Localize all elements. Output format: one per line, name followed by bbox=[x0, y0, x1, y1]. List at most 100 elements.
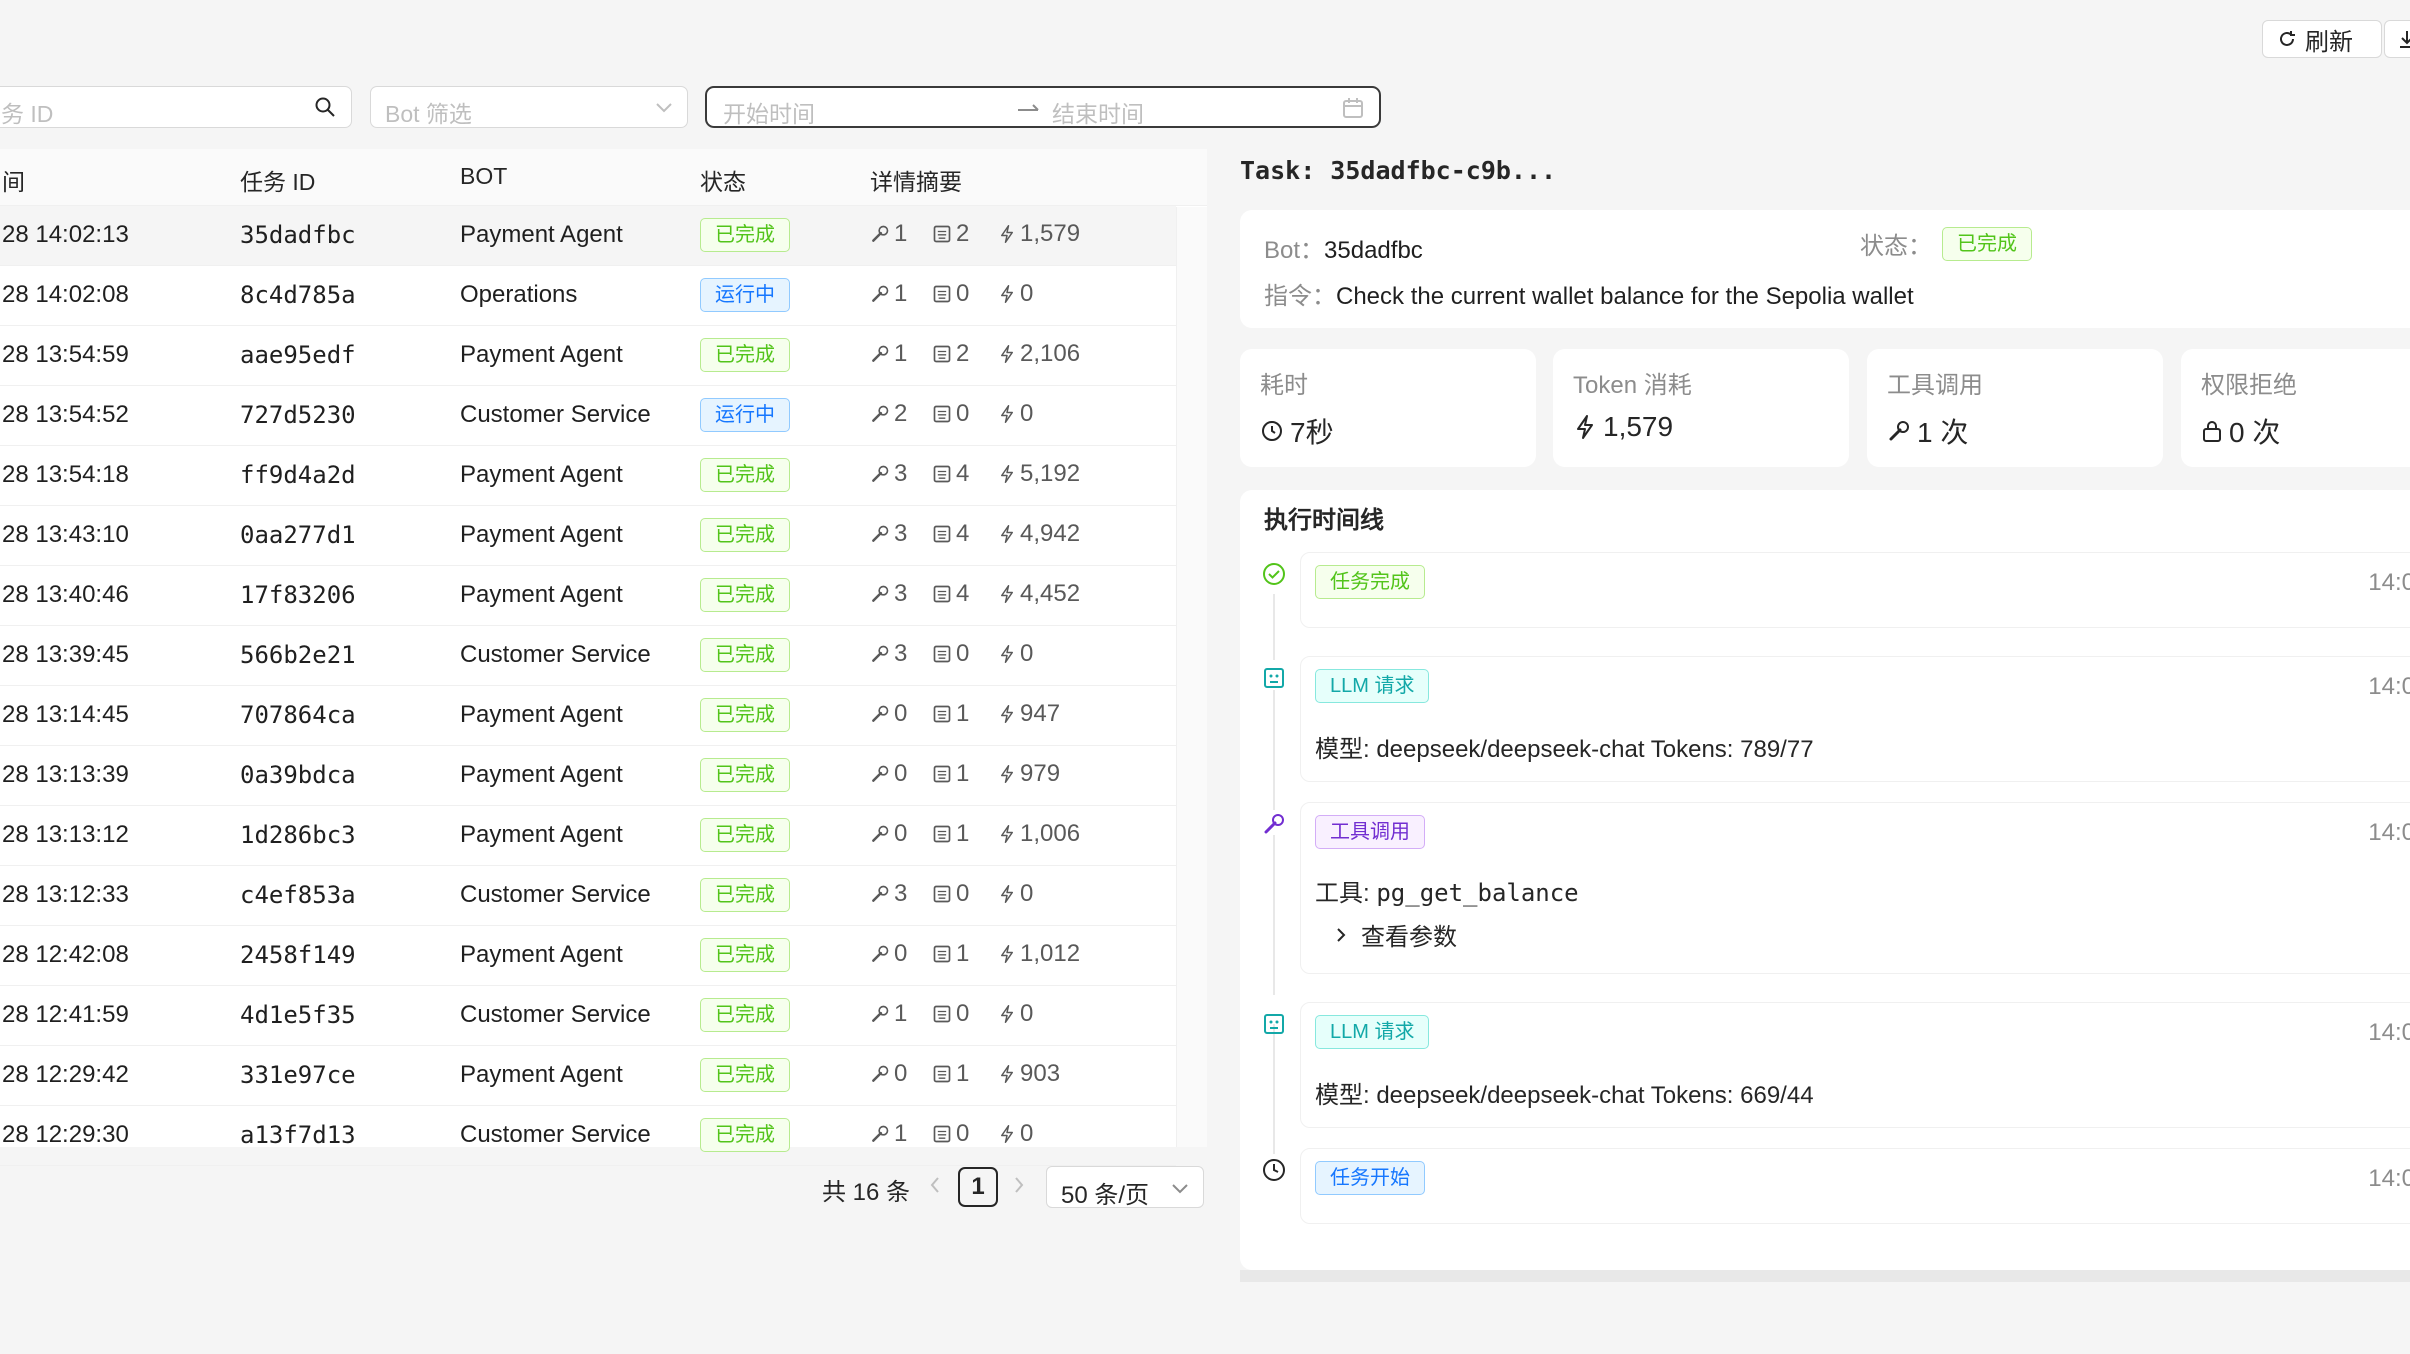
row-summary: 3 4 4,942 bbox=[870, 520, 1080, 548]
timeline-title: 执行时间线 bbox=[1264, 500, 1384, 535]
llm-count: 0 bbox=[932, 280, 998, 308]
header-status[interactable]: 状态 bbox=[700, 169, 746, 195]
page-size-select[interactable]: 50 条/页 bbox=[1046, 1166, 1204, 1209]
stat-permission-denied-value: 0 次 bbox=[2229, 417, 2281, 448]
table-row[interactable]: 28 12:29:30 a13f7d13 Customer Service 已完成 1 0… bbox=[0, 1106, 1176, 1166]
lightning-icon bbox=[998, 1003, 1016, 1025]
timeline-connector bbox=[1273, 835, 1275, 995]
table-row[interactable]: 28 13:39:45 566b2e21 Customer Service 已完成 3 0… bbox=[0, 626, 1176, 686]
lightning-icon bbox=[998, 943, 1016, 965]
robot-icon bbox=[932, 1124, 952, 1144]
status-badge: 已完成 bbox=[700, 518, 790, 552]
start-time-input[interactable]: 开始时间 bbox=[723, 101, 815, 127]
task-id-filter[interactable]: 务 ID bbox=[0, 86, 352, 128]
export-button[interactable] bbox=[2384, 20, 2410, 58]
llm-count-value: 0 bbox=[956, 1120, 970, 1147]
download-icon bbox=[2397, 29, 2410, 49]
page-1-button[interactable]: 1 bbox=[958, 1167, 998, 1207]
row-bot: Payment Agent bbox=[460, 461, 623, 488]
header-time[interactable]: 间 bbox=[2, 169, 25, 195]
table-row[interactable]: 28 13:14:45 707864ca Payment Agent 已完成 0 1 947 bbox=[0, 686, 1176, 746]
detail-horizontal-scrollbar[interactable] bbox=[1240, 1270, 2410, 1282]
row-summary: 3 4 4,452 bbox=[870, 580, 1080, 608]
wrench-icon bbox=[1262, 812, 1286, 836]
row-task-id: ff9d4a2d bbox=[240, 461, 356, 489]
row-task-id: 0a39bdca bbox=[240, 761, 356, 789]
timeline-badge: LLM 请求 bbox=[1315, 1015, 1430, 1049]
row-summary: 1 2 2,106 bbox=[870, 340, 1080, 368]
token-count: 979 bbox=[998, 760, 1060, 788]
row-task-id: 4d1e5f35 bbox=[240, 1001, 356, 1029]
search-icon[interactable] bbox=[313, 95, 337, 119]
table-row[interactable]: 28 13:54:18 ff9d4a2d Payment Agent 已完成 3 4 5,1… bbox=[0, 446, 1176, 506]
row-summary: 1 0 0 bbox=[870, 1000, 1033, 1028]
lightning-icon bbox=[998, 883, 1016, 905]
table-row[interactable]: 28 13:54:59 aae95edf Payment Agent 已完成 1 2 2,1… bbox=[0, 326, 1176, 386]
status-info: 状态： 已完成 bbox=[1860, 226, 2032, 261]
header-task-id[interactable]: 任务 ID bbox=[240, 169, 316, 195]
table-row[interactable]: 28 14:02:08 8c4d785a Operations 运行中 1 0 0 bbox=[0, 266, 1176, 326]
token-count: 903 bbox=[998, 1060, 1060, 1088]
llm-count-value: 2 bbox=[956, 340, 970, 367]
wrench-icon bbox=[870, 824, 890, 844]
row-bot: Payment Agent bbox=[460, 761, 623, 788]
status-badge: 已完成 bbox=[700, 1118, 790, 1152]
row-bot: Customer Service bbox=[460, 1121, 651, 1148]
table-row[interactable]: 28 13:13:39 0a39bdca Payment Agent 已完成 0 1 979 bbox=[0, 746, 1176, 806]
row-task-id: 1d286bc3 bbox=[240, 821, 356, 849]
token-count-value: 5,192 bbox=[1020, 460, 1081, 487]
timeline-item-llm: LLM 请求 14:02: 模型: deepseek/deepseek-chat… bbox=[1300, 656, 2410, 782]
table-row[interactable]: 28 13:13:12 1d286bc3 Payment Agent 已完成 0 1 1,0… bbox=[0, 806, 1176, 866]
llm-count: 0 bbox=[932, 400, 998, 428]
row-status: 已完成 bbox=[700, 518, 790, 552]
row-status: 运行中 bbox=[700, 398, 790, 432]
tool-label: 工具: bbox=[1315, 880, 1377, 907]
token-count: 0 bbox=[998, 400, 1033, 428]
wrench-icon bbox=[870, 524, 890, 544]
bot-filter-select[interactable]: Bot 筛选 bbox=[370, 86, 688, 128]
table-row[interactable]: 28 12:29:42 331e97ce Payment Agent 已完成 0 1 903 bbox=[0, 1046, 1176, 1106]
view-params-label: 查看参数 bbox=[1361, 924, 1457, 951]
end-time-input[interactable]: 结束时间 bbox=[1052, 101, 1144, 127]
table-row[interactable]: 28 12:41:59 4d1e5f35 Customer Service 已完成 1 0… bbox=[0, 986, 1176, 1046]
row-bot: Payment Agent bbox=[460, 941, 623, 968]
llm-count-value: 0 bbox=[956, 280, 970, 307]
view-params-toggle[interactable]: 查看参数 bbox=[1335, 917, 1457, 952]
row-time: 28 13:39:45 bbox=[2, 641, 129, 668]
lightning-icon bbox=[998, 1063, 1016, 1085]
table-row[interactable]: 28 13:54:52 727d5230 Customer Service 运行中 2 0… bbox=[0, 386, 1176, 446]
table-row[interactable]: 28 14:02:13 35dadfbc Payment Agent 已完成 1 2 1,5… bbox=[0, 206, 1176, 266]
row-status: 已完成 bbox=[700, 338, 790, 372]
tool-count: 1 bbox=[870, 340, 932, 368]
tool-count: 3 bbox=[870, 580, 932, 608]
table-row[interactable]: 28 13:40:46 17f83206 Payment Agent 已完成 3 4 4,4… bbox=[0, 566, 1176, 626]
status-badge: 运行中 bbox=[700, 278, 790, 312]
header-bot[interactable]: BOT bbox=[460, 163, 508, 189]
refresh-button[interactable]: 刷新 bbox=[2262, 20, 2382, 58]
table-row[interactable]: 28 13:43:10 0aa277d1 Payment Agent 已完成 3 4 4,9… bbox=[0, 506, 1176, 566]
date-range-picker[interactable]: 开始时间 结束时间 bbox=[705, 86, 1381, 128]
tool-count: 3 bbox=[870, 520, 932, 548]
wrench-icon bbox=[870, 284, 890, 304]
timeline-llm-detail: 模型: deepseek/deepseek-chat Tokens: 789/7… bbox=[1315, 736, 1814, 763]
status-badge: 已完成 bbox=[700, 1058, 790, 1092]
table-scrollbar[interactable] bbox=[1176, 207, 1207, 1147]
next-page-button[interactable] bbox=[1012, 1176, 1026, 1194]
row-bot: Operations bbox=[460, 281, 578, 308]
token-count: 1,006 bbox=[998, 820, 1080, 848]
tool-count-value: 1 bbox=[894, 1000, 908, 1027]
robot-icon bbox=[932, 404, 952, 424]
timeline-time: 14:02: bbox=[2368, 1165, 2410, 1192]
status-label: 状态： bbox=[1860, 233, 1932, 260]
token-count-value: 4,452 bbox=[1020, 580, 1081, 607]
tool-count-value: 0 bbox=[894, 700, 908, 727]
row-status: 运行中 bbox=[700, 278, 790, 312]
row-summary: 3 4 5,192 bbox=[870, 460, 1080, 488]
lightning-icon bbox=[998, 523, 1016, 545]
robot-icon bbox=[932, 644, 952, 664]
token-count: 2,106 bbox=[998, 340, 1080, 368]
table-row[interactable]: 28 13:12:33 c4ef853a Customer Service 已完成 3 0… bbox=[0, 866, 1176, 926]
table-row[interactable]: 28 12:42:08 2458f149 Payment Agent 已完成 0 1 1,0… bbox=[0, 926, 1176, 986]
token-count-value: 0 bbox=[1020, 280, 1034, 307]
prev-page-button[interactable] bbox=[928, 1176, 942, 1194]
